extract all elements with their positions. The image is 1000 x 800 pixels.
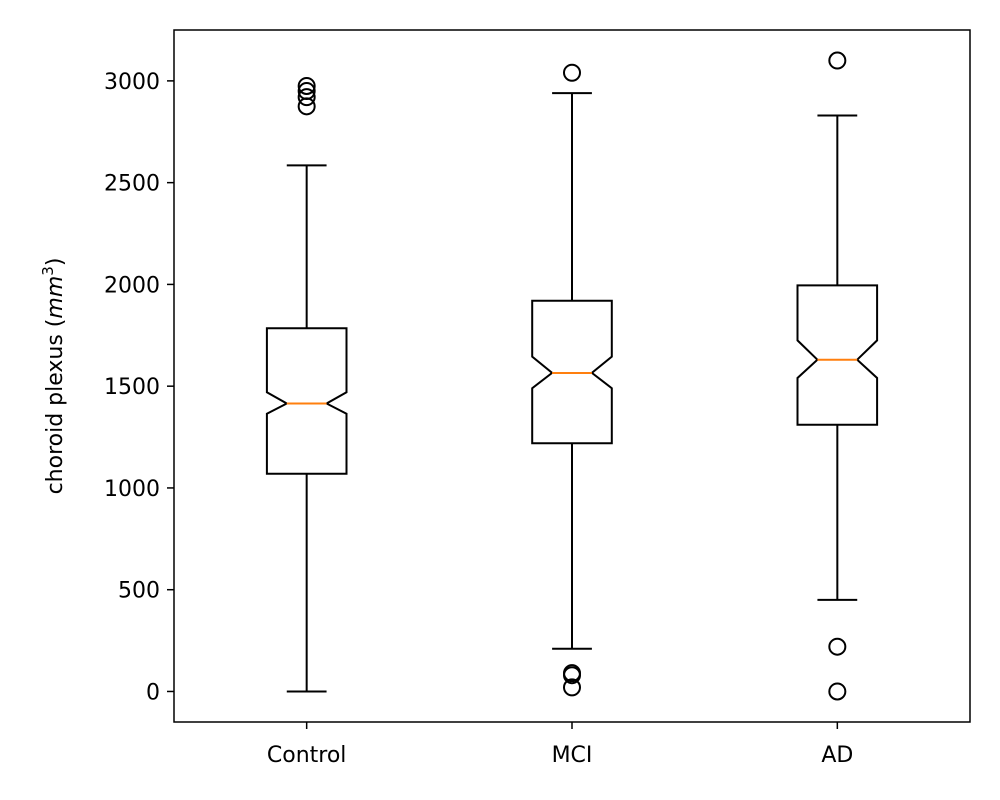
outlier-point	[297, 97, 316, 116]
y-tick-label: 500	[118, 579, 160, 604]
y-tick-label: 1000	[104, 477, 160, 502]
x-tick-label: AD	[821, 743, 853, 768]
notched-box	[531, 299, 613, 445]
notched-box	[796, 284, 879, 426]
outlier-point	[563, 664, 581, 683]
plot-marks	[265, 51, 879, 701]
x-tick-label: Control	[267, 743, 347, 768]
outlier-point	[828, 637, 847, 656]
box-group-ad	[796, 51, 879, 701]
y-axis-label: choroid plexus (mm3)	[39, 258, 68, 495]
outlier-point	[828, 682, 847, 701]
box-group-mci	[531, 63, 613, 697]
y-axis: 0 500 1000 1500 2000 2500 3000	[104, 70, 174, 705]
outlier-point	[297, 88, 316, 107]
x-axis: Control MCI AD	[267, 722, 853, 768]
outlier-point	[297, 82, 316, 101]
y-tick-label: 0	[146, 680, 160, 705]
outlier-point	[828, 51, 847, 70]
notched-box	[265, 327, 348, 475]
y-tick-label: 3000	[104, 70, 160, 95]
y-tick-label: 1500	[104, 375, 160, 400]
outlier-point	[297, 76, 316, 95]
box-group-control	[265, 76, 348, 693]
outlier-point	[563, 678, 581, 697]
y-tick-label: 2500	[104, 172, 160, 197]
outlier-point	[563, 63, 581, 82]
x-tick-label: MCI	[552, 743, 593, 768]
y-tick-label: 2000	[104, 273, 160, 298]
